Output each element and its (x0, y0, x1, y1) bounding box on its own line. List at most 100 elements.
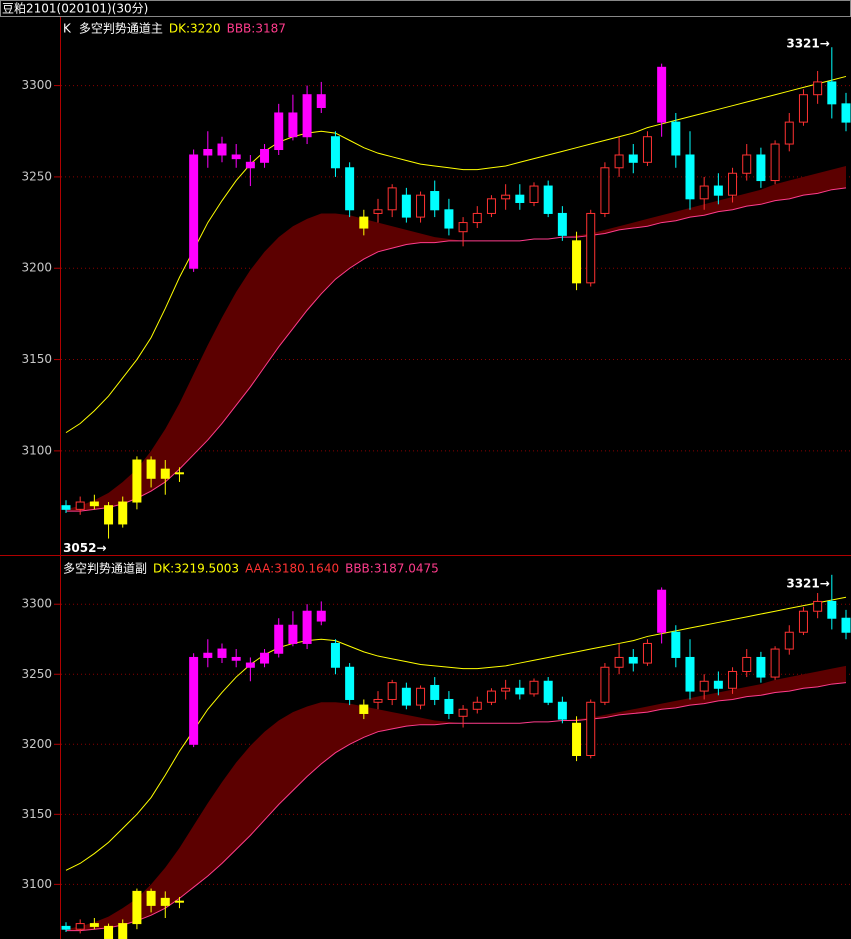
candle-body (713, 680, 723, 689)
y-tick-label: 3250 (21, 667, 52, 681)
candle-body (217, 143, 227, 156)
candle-body (245, 662, 255, 668)
candle-body (274, 624, 284, 654)
candle-body (572, 240, 582, 284)
candle-body (841, 103, 851, 123)
candle-body (671, 121, 681, 156)
candle-body (572, 722, 582, 757)
panel: 3100 3150 3200 3250 3300 多空判势通道副 DK:3219.5003 A… (21, 562, 851, 939)
y-tick-label: 3150 (21, 352, 52, 366)
candle-body (373, 209, 383, 214)
candle-body (770, 648, 780, 678)
candle-body (614, 154, 624, 169)
candle-body (515, 194, 525, 203)
y-tick-label: 3100 (21, 877, 52, 891)
candle-body (359, 216, 369, 229)
candle-body (330, 642, 340, 668)
y-tick-label: 3250 (21, 169, 52, 183)
candle-body (472, 212, 482, 224)
candle-body (104, 505, 114, 525)
candle-body (784, 121, 794, 145)
candle-body (501, 194, 511, 200)
legend-entry: DK:3220 (169, 22, 221, 36)
candle-body (203, 149, 213, 156)
candle-body (146, 890, 156, 906)
candle-body (458, 222, 468, 233)
candle-body (288, 624, 298, 644)
candle-body (472, 701, 482, 710)
candle-body (657, 589, 667, 633)
legend-entry: BBB:3187.0475 (345, 562, 439, 576)
extreme-label: 3052→ (63, 541, 106, 555)
candle-body (529, 185, 539, 203)
candle-body (813, 81, 823, 96)
window-title: 豆粕2101(020101)(30分) (2, 1, 148, 16)
candle-body (217, 648, 227, 658)
candle-body (642, 642, 652, 664)
candle-body (61, 505, 71, 510)
candle-body (813, 600, 823, 612)
candle-body (444, 698, 454, 714)
candle-body (387, 187, 397, 211)
candle-body (118, 501, 128, 525)
candle-body (657, 66, 667, 123)
candle-body (713, 185, 723, 196)
candle-body (486, 198, 496, 214)
candle-body (444, 209, 454, 229)
candle-body (245, 161, 255, 169)
candle-body (373, 698, 383, 703)
candle-body (728, 172, 738, 196)
candle-body (203, 652, 213, 658)
candle-body (600, 666, 610, 703)
candle-body (614, 656, 624, 668)
candle-body (770, 143, 780, 182)
candle-body (174, 900, 184, 903)
candle-body (89, 923, 99, 927)
candle-body (827, 81, 837, 105)
candle-body (288, 112, 298, 138)
candle-body (260, 149, 270, 163)
candle-body (387, 682, 397, 700)
candle-body (671, 631, 681, 658)
legend-entry: BBB:3187 (227, 22, 286, 36)
candle-body (118, 923, 128, 939)
candle-body (132, 890, 142, 925)
candle-body (189, 154, 199, 269)
y-tick-label: 3100 (21, 443, 52, 457)
candle-body (416, 194, 426, 218)
channel-band (66, 165, 846, 512)
candle-body (515, 687, 525, 695)
candle-body (742, 154, 752, 174)
candle-body (728, 670, 738, 689)
candle-body (345, 167, 355, 211)
candle-body (784, 631, 794, 650)
candle-body (260, 652, 270, 664)
candle-body (557, 701, 567, 720)
plot-area (61, 574, 851, 939)
candle-body (543, 680, 553, 703)
candle-body (642, 136, 652, 163)
candle-body (586, 701, 596, 757)
candle-body (685, 154, 695, 200)
candle-body (359, 704, 369, 714)
candle-body (557, 212, 567, 236)
extreme-label: 3321→ (786, 577, 829, 591)
candle-body (486, 690, 496, 703)
candle-body (501, 687, 511, 692)
y-tick-label: 3300 (21, 597, 52, 611)
candle-body (316, 610, 326, 622)
legend-entry: DK:3219.5003 (153, 562, 239, 576)
candle-body (430, 191, 440, 211)
candle-body (89, 501, 99, 507)
candle-body (75, 923, 85, 930)
y-tick-label: 3200 (21, 261, 52, 275)
channel-band (66, 665, 846, 931)
candle-body (685, 656, 695, 692)
y-tick-label: 3200 (21, 737, 52, 751)
candle-body (699, 680, 709, 692)
candle-body (841, 617, 851, 633)
candle-body (742, 656, 752, 672)
candle-body (430, 684, 440, 700)
